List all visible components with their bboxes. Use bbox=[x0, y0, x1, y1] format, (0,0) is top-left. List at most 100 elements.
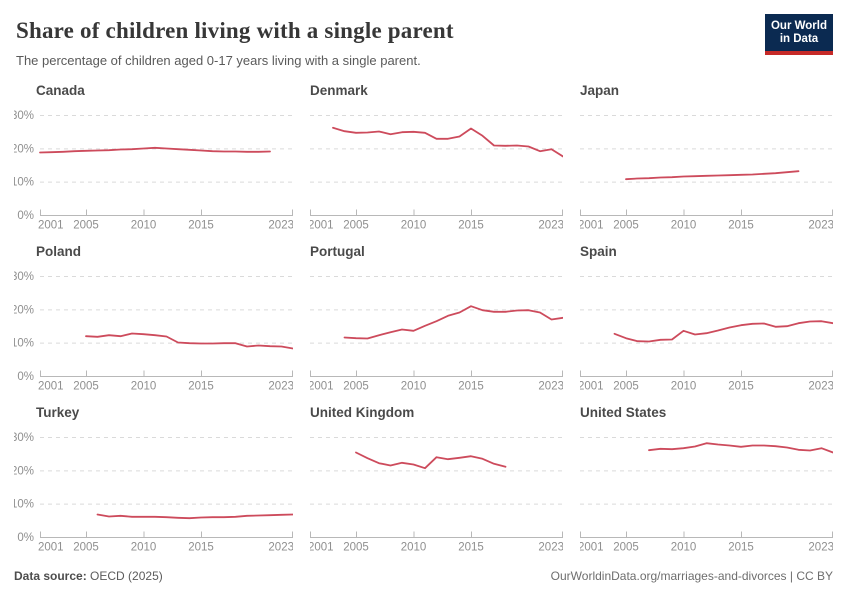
line-chart-united-states: 2001 2005 2010 2015 2023 bbox=[580, 437, 833, 554]
owid-logo-line1: Our World bbox=[770, 20, 827, 32]
panel-title: Japan bbox=[580, 83, 620, 98]
x-tick-label: 2010 bbox=[131, 381, 157, 393]
page-subtitle: The percentage of children aged 0-17 yea… bbox=[16, 53, 421, 68]
x-tick-label: 2015 bbox=[458, 381, 484, 393]
x-tick-label: 2010 bbox=[671, 220, 697, 232]
owid-logo-line2: in Data bbox=[779, 33, 819, 45]
line-chart-japan: 2001 2005 2010 2015 2023 bbox=[580, 115, 833, 232]
x-tick-label: 2023 bbox=[538, 542, 563, 554]
panel-title: Canada bbox=[36, 83, 85, 98]
line-chart-turkey: 0% 10% 20% 30% 2001 2005 2010 2015 2023 bbox=[14, 432, 294, 554]
panel-title: Turkey bbox=[36, 405, 80, 420]
x-tick-label: 2001 bbox=[38, 381, 64, 393]
y-tick-label: 10% bbox=[14, 338, 34, 350]
y-tick-label: 0% bbox=[17, 210, 34, 222]
x-tick-label: 2010 bbox=[671, 542, 697, 554]
x-tick-label: 2015 bbox=[188, 381, 214, 393]
y-tick-label: 10% bbox=[14, 177, 34, 189]
small-multiples-grid: Canada 0% 10% 20% 30% 2001 2005 2010 2015 2023 Den… bbox=[14, 83, 833, 555]
line-chart-denmark: 2001 2005 2010 2015 2023 bbox=[310, 115, 563, 232]
x-tick-label: 2005 bbox=[613, 381, 639, 393]
y-tick-label: 30% bbox=[14, 110, 34, 122]
x-tick-label: 2023 bbox=[268, 542, 293, 554]
chart-header: Share of children living with a single p… bbox=[14, 10, 833, 68]
y-tick-label: 0% bbox=[17, 532, 34, 544]
series-line[interactable] bbox=[625, 170, 800, 181]
series-line[interactable] bbox=[39, 146, 271, 154]
x-tick-label: 2023 bbox=[268, 220, 293, 232]
owid-logo-red-strip bbox=[765, 51, 833, 55]
x-tick-label: 2001 bbox=[580, 220, 604, 232]
panel-title: United Kingdom bbox=[310, 405, 415, 420]
x-tick-label: 2015 bbox=[458, 220, 484, 232]
chart-panel: Canada 0% 10% 20% 30% 2001 2005 2010 2015 2023 bbox=[14, 83, 293, 233]
chart-panel: Spain 2001 2005 2010 2015 2023 bbox=[580, 244, 833, 394]
chart-panel: Turkey 0% 10% 20% 30% 2001 2005 2010 2015 2023 bbox=[14, 405, 293, 555]
line-chart-canada: 0% 10% 20% 30% 2001 2005 2010 2015 2023 bbox=[14, 110, 293, 232]
x-tick-label: 2015 bbox=[188, 220, 214, 232]
data-source-value: OECD (2025) bbox=[90, 569, 163, 583]
x-tick-label: 2015 bbox=[188, 542, 214, 554]
data-source-label: Data source: bbox=[14, 569, 87, 583]
x-tick-label: 2023 bbox=[538, 220, 563, 232]
x-tick-label: 2005 bbox=[343, 381, 369, 393]
series-line[interactable] bbox=[613, 320, 834, 343]
x-tick-label: 2010 bbox=[131, 542, 157, 554]
chart-panel: United States 2001 2005 2010 2015 2023 bbox=[580, 405, 833, 555]
x-tick-label: 2023 bbox=[538, 381, 563, 393]
y-tick-label: 20% bbox=[14, 143, 34, 155]
x-tick-label: 2005 bbox=[73, 381, 99, 393]
chart-panel: Poland 0% 10% 20% 30% 2001 2005 2010 2015 2023 bbox=[14, 244, 293, 394]
data-source: Data source: OECD (2025) bbox=[14, 569, 163, 583]
x-tick-label: 2010 bbox=[401, 381, 427, 393]
panel-title: United States bbox=[580, 405, 667, 420]
chart-panel: United Kingdom 2001 2005 2010 2015 2023 bbox=[310, 405, 563, 555]
panel-title: Portugal bbox=[310, 244, 365, 259]
x-tick-label: 2005 bbox=[343, 220, 369, 232]
series-line[interactable] bbox=[96, 513, 294, 520]
x-tick-label: 2015 bbox=[728, 381, 754, 393]
line-chart-portugal: 2001 2005 2010 2015 2023 bbox=[310, 276, 564, 393]
line-chart-united-kingdom: 2001 2005 2010 2015 2023 bbox=[310, 437, 563, 554]
series-line[interactable] bbox=[343, 305, 564, 340]
chart-panel: Denmark 2001 2005 2010 2015 2023 bbox=[310, 83, 563, 233]
panel-title: Denmark bbox=[310, 83, 368, 98]
series-line[interactable] bbox=[85, 332, 293, 350]
header-text: Share of children living with a single p… bbox=[14, 10, 454, 68]
page-title: Share of children living with a single p… bbox=[16, 18, 454, 43]
x-tick-label: 2023 bbox=[808, 542, 833, 554]
owid-logo[interactable]: Our World in Data bbox=[765, 14, 833, 55]
y-tick-label: 30% bbox=[14, 271, 34, 283]
x-tick-label: 2005 bbox=[613, 542, 639, 554]
series-line[interactable] bbox=[355, 451, 507, 470]
x-tick-label: 2010 bbox=[131, 220, 157, 232]
panel-title: Spain bbox=[580, 244, 617, 259]
series-line[interactable] bbox=[332, 126, 563, 158]
x-tick-label: 2023 bbox=[808, 381, 833, 393]
x-tick-label: 2001 bbox=[580, 542, 604, 554]
x-tick-label: 2001 bbox=[310, 220, 334, 232]
x-tick-label: 2001 bbox=[38, 220, 64, 232]
x-tick-label: 2005 bbox=[343, 542, 369, 554]
attribution-link[interactable]: OurWorldinData.org/marriages-and-divorce… bbox=[550, 569, 833, 583]
y-tick-label: 20% bbox=[14, 465, 34, 477]
x-tick-label: 2005 bbox=[613, 220, 639, 232]
x-tick-label: 2001 bbox=[580, 381, 604, 393]
y-tick-label: 30% bbox=[14, 432, 34, 444]
y-tick-label: 0% bbox=[17, 371, 34, 383]
x-tick-label: 2001 bbox=[38, 542, 64, 554]
x-tick-label: 2005 bbox=[73, 542, 99, 554]
x-tick-label: 2005 bbox=[73, 220, 99, 232]
y-tick-label: 20% bbox=[14, 304, 34, 316]
x-tick-label: 2023 bbox=[808, 220, 833, 232]
x-tick-label: 2010 bbox=[671, 381, 697, 393]
series-line[interactable] bbox=[648, 442, 833, 454]
line-chart-poland: 0% 10% 20% 30% 2001 2005 2010 2015 2023 bbox=[14, 271, 293, 393]
x-tick-label: 2001 bbox=[310, 542, 334, 554]
x-tick-label: 2010 bbox=[401, 542, 427, 554]
line-chart-spain: 2001 2005 2010 2015 2023 bbox=[580, 276, 834, 393]
x-tick-label: 2001 bbox=[310, 381, 334, 393]
owid-logo-box: Our World in Data bbox=[765, 14, 833, 51]
x-tick-label: 2010 bbox=[401, 220, 427, 232]
